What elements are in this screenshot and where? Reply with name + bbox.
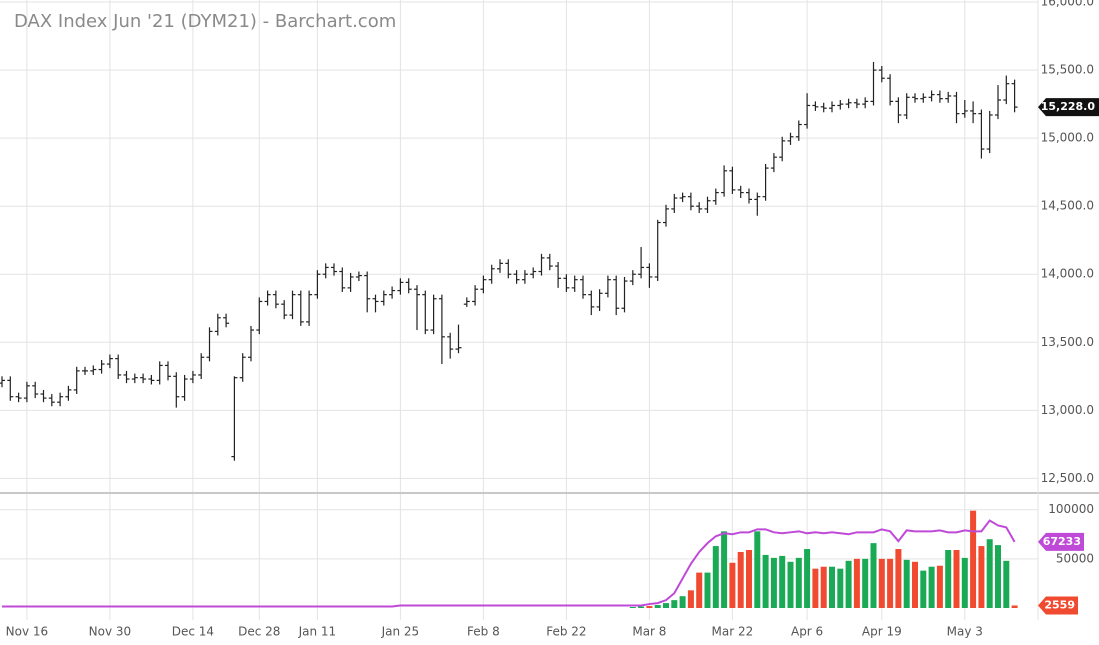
y-tick-label: 14,500.0 (1041, 199, 1094, 213)
volume-bar (961, 557, 968, 608)
volume-bar (754, 531, 761, 608)
volume-bar (928, 566, 935, 608)
volume-bar (746, 550, 752, 608)
x-tick-label: Mar 22 (712, 625, 754, 639)
volume-bar (936, 565, 943, 608)
x-tick-label: Nov 30 (89, 625, 132, 639)
x-tick-label: Nov 16 (6, 625, 49, 639)
volume-bar (795, 557, 802, 608)
volume-bar (646, 606, 653, 608)
volume-bar (853, 558, 860, 608)
volume-bar (845, 560, 852, 608)
x-tick-label: Feb 22 (546, 625, 586, 639)
volume-bar (920, 570, 927, 608)
x-tick-label: Feb 8 (467, 625, 500, 639)
volume-bar (878, 558, 885, 608)
volume-last-box (1038, 596, 1078, 615)
x-tick-label: May 3 (947, 625, 983, 639)
volume-bar (1011, 605, 1018, 608)
volume-bar (770, 557, 777, 608)
volume-bar (887, 558, 894, 608)
y-tick-label: 100000 (1048, 502, 1094, 516)
volume-bar (687, 590, 694, 608)
volume-bar (712, 546, 719, 608)
chart-title: DAX Index Jun '21 (DYM21) - Barchart.com (14, 11, 396, 32)
x-tick-label: Apr 19 (862, 625, 902, 639)
volume-bar (629, 607, 636, 608)
volume-bar (986, 539, 993, 608)
volume-bar (696, 572, 703, 608)
volume-bar (671, 600, 678, 608)
volume-bar (978, 546, 985, 608)
y-tick-label: 15,000.0 (1041, 131, 1094, 145)
volume-bar (704, 572, 711, 608)
volume-bar (779, 555, 786, 608)
y-tick-label: 50000 (1056, 551, 1094, 565)
volume-bar (870, 543, 877, 608)
x-tick-label: Dec 28 (238, 625, 280, 639)
open-interest-last-label: 67233 (1043, 535, 1081, 548)
volume-bar (721, 531, 728, 608)
x-tick-label: Mar 8 (632, 625, 666, 639)
y-tick-label: 14,000.0 (1041, 267, 1094, 281)
labels: Nov 16 Nov 30 Dec 14 Dec 28 Jan 11 Jan 25 Feb … (6, 0, 1099, 639)
open-interest-last-box (1038, 532, 1084, 551)
x-tick-label: Dec 14 (172, 625, 214, 639)
open-interest-line (2, 519, 1016, 608)
y-tick-label: 13,500.0 (1041, 335, 1094, 349)
volume-bar (638, 606, 645, 608)
x-tick-label: Jan 25 (381, 625, 420, 639)
volume-bar (663, 603, 669, 608)
last-price-label: 15,228.0 (1041, 100, 1096, 113)
volume-bar (895, 549, 902, 608)
volume-bar (953, 550, 960, 608)
x-tick-label: Jan 11 (298, 625, 337, 639)
volume-bar (903, 559, 910, 608)
volume-bar (804, 549, 811, 608)
volume-last-label: 2559 (1044, 598, 1075, 611)
volume-bar (762, 554, 769, 608)
volume-bar (829, 566, 835, 608)
volume-bar (995, 545, 1001, 608)
volume-bar (945, 550, 952, 608)
volume-bar (862, 558, 869, 608)
y-tick-label: 16,000.0 (1041, 0, 1094, 9)
volume-bar (737, 551, 744, 608)
last-price-box (1038, 98, 1099, 117)
volume-bar (787, 561, 794, 608)
volume-bar (970, 510, 977, 608)
marks (0, 61, 1018, 608)
y-tick-label: 12,500.0 (1041, 471, 1094, 485)
volume-bar (654, 605, 661, 608)
volume-bar (729, 562, 736, 608)
volume-bar (837, 568, 844, 608)
volume-bar (679, 596, 686, 608)
volume-bar (1003, 560, 1010, 608)
y-tick-label: 15,500.0 (1041, 63, 1094, 77)
volume-bar (820, 566, 827, 608)
x-tick-label: Apr 6 (791, 625, 823, 639)
volume-bar (912, 561, 918, 608)
volume-bar (812, 568, 819, 608)
y-tick-label: 13,000.0 (1041, 403, 1094, 417)
